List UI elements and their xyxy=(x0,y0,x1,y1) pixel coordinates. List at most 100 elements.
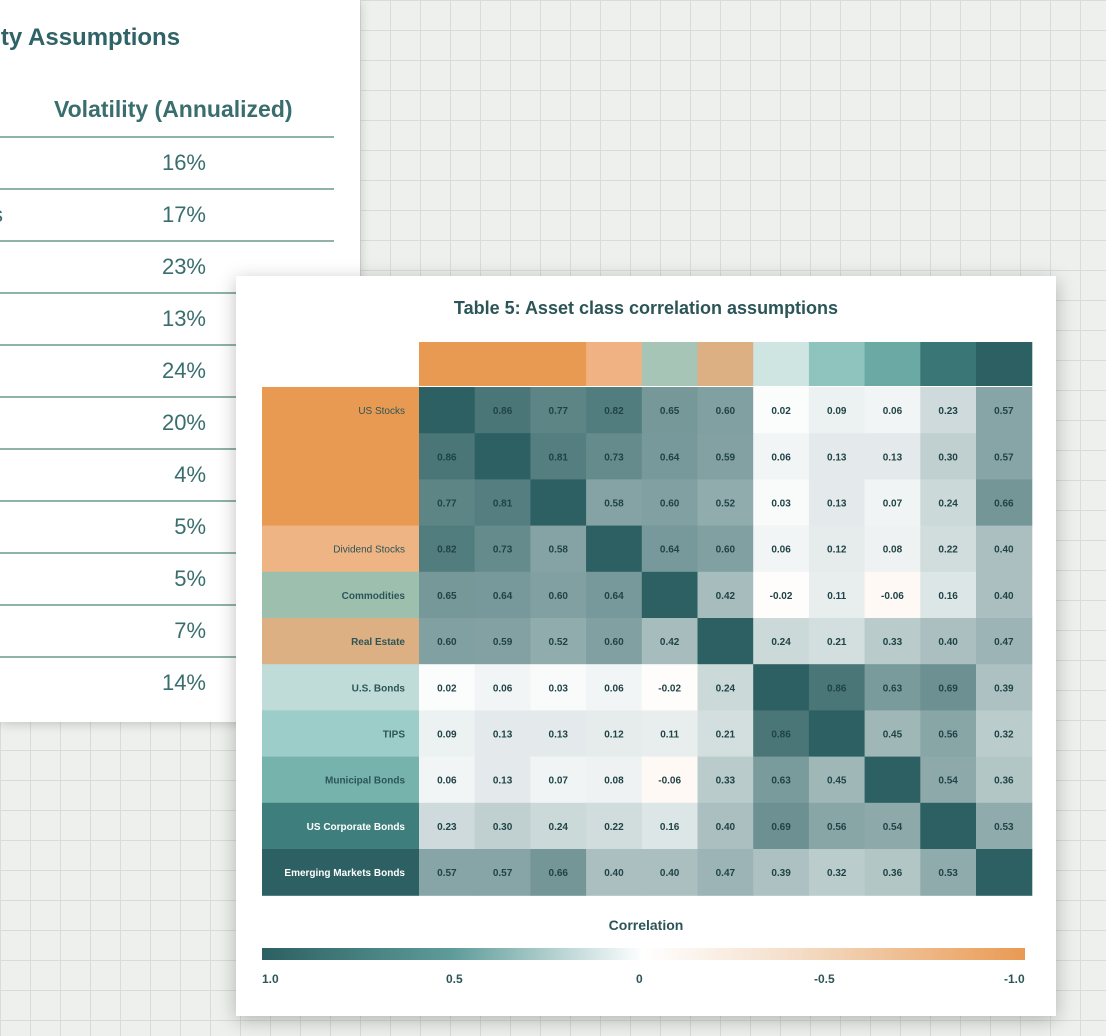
cell-value-label: 0.42 xyxy=(716,591,736,602)
heatmap-cell xyxy=(419,479,476,527)
table-row: 23% xyxy=(0,240,334,292)
heatmap-cell xyxy=(920,664,977,711)
cell-value-label: 0.57 xyxy=(437,868,457,879)
cell-value-label: 0.13 xyxy=(493,776,513,787)
cell-value-label: 0.02 xyxy=(437,683,457,694)
heatmap-cell xyxy=(976,525,1033,573)
heatmap-cell xyxy=(920,802,977,850)
cell-value-label: 0.40 xyxy=(716,822,736,833)
table-row: 5% xyxy=(0,552,334,604)
cell-value-label: 0.03 xyxy=(549,683,569,694)
heatmap-cell xyxy=(976,387,1033,434)
heatmap-cell xyxy=(419,664,476,711)
heatmap-cell xyxy=(586,433,643,480)
cell-value-label: 0.13 xyxy=(883,452,903,463)
cell-value-label: 0.06 xyxy=(883,406,903,417)
legend-tick: 0 xyxy=(636,972,643,986)
heatmap-cell xyxy=(920,479,977,527)
column-header-swatch xyxy=(586,342,643,386)
cell-value-label: 0.21 xyxy=(716,730,736,741)
row-header-cell xyxy=(262,849,419,896)
cell-value-label: 0.08 xyxy=(883,545,903,556)
cell-value-label: 0.21 xyxy=(827,637,847,648)
volatility-rows: 16% s 17% 23% 13% 24% 20% 4% 5% 5% 7% 14% xyxy=(0,136,334,708)
heatmap-cell xyxy=(641,618,699,665)
heatmap-cell xyxy=(474,618,531,665)
heatmap-cell xyxy=(920,849,977,896)
heatmap-cell xyxy=(586,802,643,850)
cell-value-label: -0.06 xyxy=(658,776,681,787)
cell-value-label: 0.66 xyxy=(994,499,1014,510)
heatmap-cell xyxy=(530,479,587,527)
cell-value-label: 0.56 xyxy=(827,822,847,833)
heatmap-cell xyxy=(864,387,921,434)
cell-value-label: 0.59 xyxy=(716,452,736,463)
heatmap-cell xyxy=(808,618,866,665)
heatmap-cell xyxy=(864,710,921,758)
heatmap-cell xyxy=(864,849,921,896)
cell-value-label: 0.33 xyxy=(883,637,903,648)
cell-value-label: 0.06 xyxy=(604,683,624,694)
cell-value-label: 0.09 xyxy=(827,406,847,417)
volatility-column-header: Volatility (Annualized) xyxy=(54,96,293,122)
heatmap-cell xyxy=(697,756,754,804)
cell-value-label: 0.73 xyxy=(604,452,624,463)
column-header-swatch xyxy=(641,342,699,386)
cell-value-label: 0.60 xyxy=(549,591,569,602)
cell-value-label: 0.58 xyxy=(604,499,624,510)
cell-value-label: 0.52 xyxy=(549,637,569,648)
color-scale-bar xyxy=(262,948,1025,960)
heatmap-cell xyxy=(530,802,587,850)
row-header-cell xyxy=(262,664,419,711)
legend-tick: 0.5 xyxy=(446,972,463,986)
cell-value-label: 0.39 xyxy=(994,683,1014,694)
heatmap-cell xyxy=(586,387,643,434)
heatmap-cell xyxy=(753,664,810,711)
cell-value-label: 0.60 xyxy=(716,406,736,417)
heatmap-cell xyxy=(808,387,866,434)
table-row: 7% xyxy=(0,604,334,656)
cell-value-label: 0.16 xyxy=(938,591,958,602)
row-header-cell xyxy=(262,802,419,850)
heatmap-cell xyxy=(808,571,866,619)
heatmap-cell xyxy=(474,802,531,850)
heatmap-cell xyxy=(864,618,921,665)
heatmap-cell xyxy=(697,802,754,850)
cell-value-label: 0.86 xyxy=(493,406,513,417)
heatmap-cell xyxy=(530,710,587,758)
row-label: Commodities xyxy=(342,591,406,602)
heatmap-cell xyxy=(641,571,699,619)
heatmap-cell xyxy=(641,849,699,896)
table-row: 5% xyxy=(0,500,334,552)
row-label: Dividend Stocks xyxy=(333,545,405,556)
heatmap-cell xyxy=(419,525,476,573)
heatmap-cell xyxy=(753,525,810,573)
volatility-table-title: s Volatility Assumptions xyxy=(0,24,181,51)
cell-value-label: 0.16 xyxy=(660,822,680,833)
cell-value-label: 0.57 xyxy=(994,452,1014,463)
heatmap-cell xyxy=(976,756,1033,804)
volatility-value: 13% xyxy=(161,306,206,331)
cell-value-label: 0.53 xyxy=(938,868,958,879)
volatility-value: 4% xyxy=(174,462,206,487)
heatmap-cell xyxy=(474,571,531,619)
heatmap-cell xyxy=(530,664,587,711)
cell-value-label: 0.07 xyxy=(883,499,903,510)
cell-value-label: 0.57 xyxy=(994,406,1014,417)
cell-value-label: 0.09 xyxy=(437,730,457,741)
row-header-cell xyxy=(262,479,419,527)
cell-value-label: 0.13 xyxy=(549,730,569,741)
cell-value-label: -0.06 xyxy=(881,591,904,602)
heatmap-cell xyxy=(697,525,754,573)
row-label: s xyxy=(0,202,3,228)
heatmap-cell xyxy=(864,479,921,527)
heatmap-cell xyxy=(586,664,643,711)
cell-value-label: 0.13 xyxy=(493,730,513,741)
heatmap-cell xyxy=(419,618,476,665)
heatmap-cell xyxy=(864,433,921,480)
cell-value-label: 0.39 xyxy=(771,868,791,879)
row-header-cell xyxy=(262,387,419,434)
cell-value-label: 0.11 xyxy=(660,730,679,741)
heatmap-cell xyxy=(697,618,754,665)
heatmap-cell xyxy=(920,710,977,758)
